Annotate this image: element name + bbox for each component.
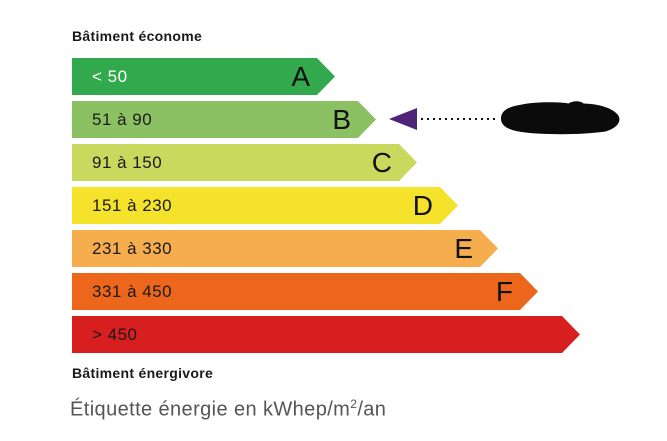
bottom-label: Bâtiment énergivore <box>72 365 214 381</box>
top-label: Bâtiment économe <box>72 28 203 44</box>
bar-grade-letter: F <box>495 275 513 307</box>
bar-range-label: 331 à 450 <box>92 281 173 301</box>
bar-grade-letter: A <box>291 60 310 92</box>
caption-text-prefix: Étiquette énergie en kWhep/m <box>70 398 351 421</box>
bar-grade-letter: D <box>412 189 433 221</box>
energy-bar: 331 à 450 F <box>72 273 538 310</box>
energy-bar: 51 à 90 B <box>72 101 376 138</box>
bar-range-label: 151 à 230 <box>92 195 173 215</box>
redacted-value-blob <box>501 101 620 135</box>
pointer-dotted-line <box>421 118 499 120</box>
energy-bar: < 50 A <box>72 58 335 95</box>
energy-scale: < 50 A 51 à 90 B 91 à 150 C 151 à 230 D … <box>72 58 580 359</box>
energy-bar: 151 à 230 D <box>72 187 458 224</box>
bar-grade-letter: B <box>332 103 351 135</box>
bar-range-label: 91 à 150 <box>92 152 163 172</box>
bar-range-label: 51 à 90 <box>92 109 153 129</box>
caption: Étiquette énergie en kWhep/m2/an <box>70 397 386 422</box>
energy-bar: > 450 <box>72 316 580 353</box>
bar-range-label: < 50 <box>92 66 128 86</box>
bar-range-label: 231 à 330 <box>92 238 173 258</box>
energy-bar: 231 à 330 E <box>72 230 498 267</box>
bar-grade-letter: E <box>454 232 473 264</box>
caption-text-suffix: /an <box>357 398 387 421</box>
bar-range-label: > 450 <box>92 324 138 344</box>
bar-grade-letter: C <box>371 146 392 178</box>
energy-bar: 91 à 150 C <box>72 144 417 181</box>
caption-superscript: 2 <box>350 397 358 411</box>
pointer-triangle-icon <box>389 108 417 130</box>
